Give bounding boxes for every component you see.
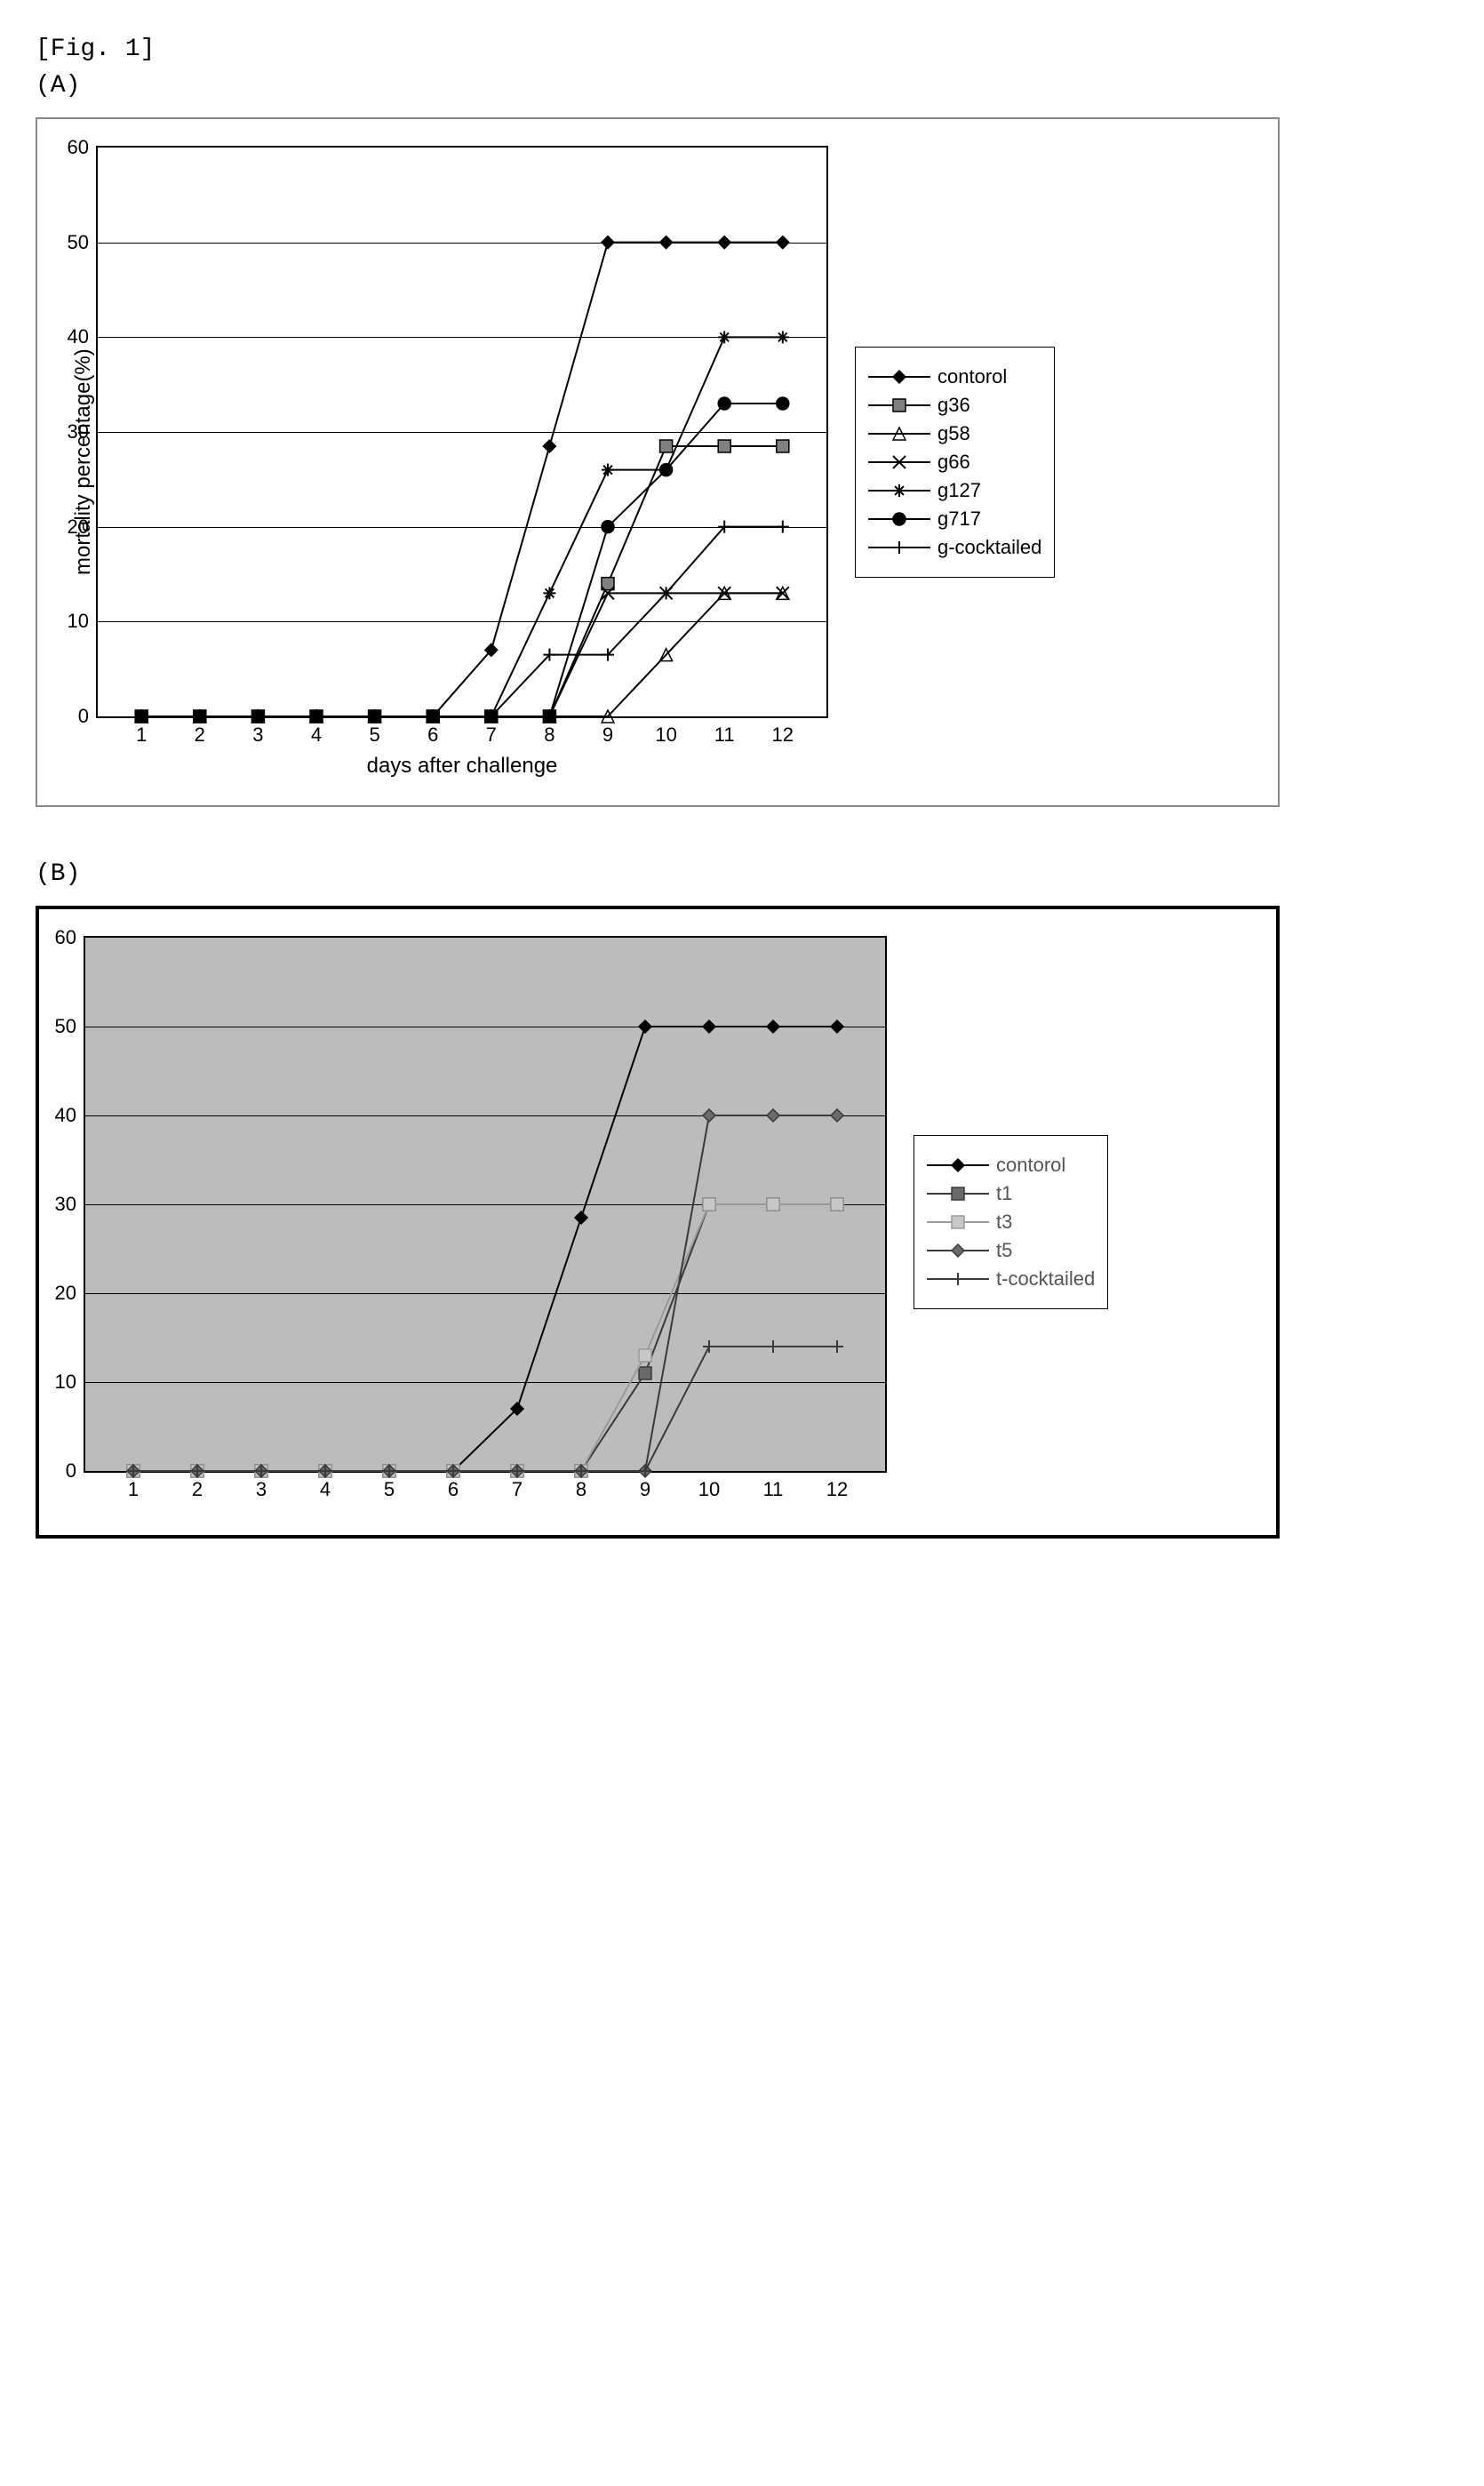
ytick: 50: [68, 231, 98, 254]
legend-swatch: [868, 452, 930, 473]
legend-item: contorol: [868, 365, 1041, 388]
xtick: 9: [602, 716, 613, 747]
legend-label: t-cocktailed: [996, 1267, 1095, 1291]
ytick: 30: [55, 1193, 85, 1216]
xtick: 11: [763, 1471, 784, 1501]
legend-label: g66: [937, 451, 970, 474]
legend-item: t1: [927, 1182, 1095, 1205]
ytick: 40: [68, 325, 98, 348]
legend-item: contorol: [927, 1154, 1095, 1177]
legend-swatch: [927, 1240, 989, 1261]
legend-label: g58: [937, 422, 970, 445]
legend-swatch: [868, 537, 930, 558]
ytick: 20: [55, 1282, 85, 1305]
panel-b-legend: contorol t1 t3 t5 t-cocktailed: [914, 1135, 1108, 1309]
ytick: 40: [55, 1104, 85, 1127]
legend-item: g66: [868, 451, 1041, 474]
legend-swatch: [927, 1183, 989, 1204]
legend-swatch: [868, 480, 930, 501]
ytick: 0: [66, 1459, 85, 1483]
ytick: 30: [68, 420, 98, 444]
legend-label: g-cocktailed: [937, 536, 1041, 559]
legend-swatch: [927, 1211, 989, 1233]
legend-label: contorol: [996, 1154, 1065, 1177]
ytick: 0: [78, 705, 98, 728]
legend-label: g717: [937, 508, 981, 531]
legend-swatch: [927, 1155, 989, 1176]
legend-label: t5: [996, 1239, 1012, 1262]
legend-swatch: [927, 1268, 989, 1290]
legend-item: g36: [868, 394, 1041, 417]
legend-label: t1: [996, 1182, 1012, 1205]
ytick: 60: [55, 926, 85, 949]
legend-item: g-cocktailed: [868, 536, 1041, 559]
ytick: 60: [68, 136, 98, 159]
legend-label: g127: [937, 479, 981, 502]
legend-swatch: [868, 366, 930, 388]
xtick: 10: [655, 716, 676, 747]
legend-label: g36: [937, 394, 970, 417]
ytick: 10: [68, 610, 98, 633]
panel-b-chart: 0102030405060123456789101112 contorol t1 t…: [36, 906, 1280, 1539]
ytick: 50: [55, 1015, 85, 1038]
legend-label: t3: [996, 1211, 1012, 1234]
legend-item: t-cocktailed: [927, 1267, 1095, 1291]
panel-a-chart: mortality percentage(%) 0102030405060123…: [36, 117, 1280, 807]
panel-b-label: (B): [36, 860, 1448, 888]
figure-label: [Fig. 1]: [36, 36, 1448, 63]
panel-a-xlabel: days after challenge: [96, 754, 828, 779]
panel-b-plot-area: 0102030405060123456789101112: [84, 936, 887, 1473]
panel-a-label: (A): [36, 72, 1448, 100]
panel-a-plot-area: 0102030405060123456789101112: [96, 146, 828, 718]
xtick: 12: [772, 716, 794, 747]
ytick: 20: [68, 516, 98, 539]
legend-item: t3: [927, 1211, 1095, 1234]
legend-item: t5: [927, 1239, 1095, 1262]
legend-item: g58: [868, 422, 1041, 445]
legend-item: g127: [868, 479, 1041, 502]
ytick: 10: [55, 1371, 85, 1394]
xtick: 11: [714, 716, 735, 747]
legend-label: contorol: [937, 365, 1007, 388]
panel-a-legend: contorol g36 g58 g66 g127 g717 g-cocktailed: [855, 347, 1055, 578]
legend-swatch: [868, 423, 930, 444]
xtick: 10: [698, 1471, 720, 1501]
legend-item: g717: [868, 508, 1041, 531]
legend-swatch: [868, 508, 930, 530]
xtick: 12: [826, 1471, 848, 1501]
legend-swatch: [868, 395, 930, 416]
